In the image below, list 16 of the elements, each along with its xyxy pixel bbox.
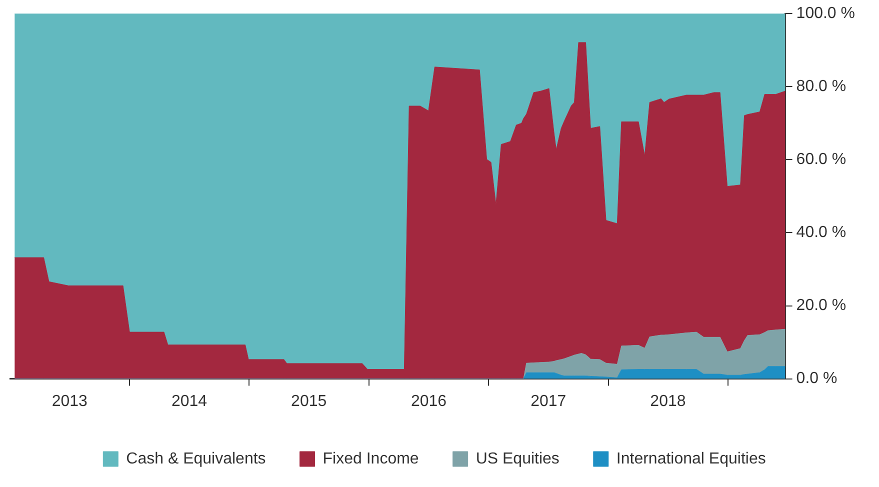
x-tick-label: 2015 [291, 392, 327, 410]
y-tick-label: 0.0 % [796, 370, 838, 388]
x-tick-label: 2017 [530, 392, 566, 410]
y-tick-label: 40.0 % [796, 224, 846, 242]
x-tick-label: 2018 [650, 392, 686, 410]
y-tick-label: 100.0 % [796, 5, 856, 22]
y-tick-label: 60.0 % [796, 151, 846, 168]
legend-label: International Equities [616, 450, 766, 468]
y-tick-label: 20.0 % [796, 297, 846, 314]
legend-label: Cash & Equivalents [126, 450, 266, 468]
legend-label: Fixed Income [322, 450, 419, 468]
legend-label: US Equities [476, 450, 560, 468]
x-tick-label: 2014 [171, 392, 208, 410]
x-tick-label: 2016 [410, 392, 447, 410]
x-tick-label: 2013 [52, 392, 88, 410]
y-tick-label: 80.0 % [796, 78, 846, 96]
